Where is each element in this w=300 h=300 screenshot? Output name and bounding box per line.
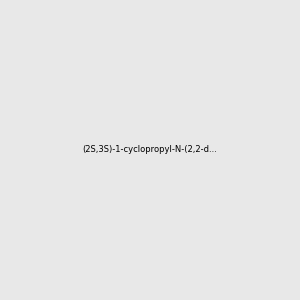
Text: (2S,3S)-1-cyclopropyl-N-(2,2-d...: (2S,3S)-1-cyclopropyl-N-(2,2-d... bbox=[82, 146, 218, 154]
